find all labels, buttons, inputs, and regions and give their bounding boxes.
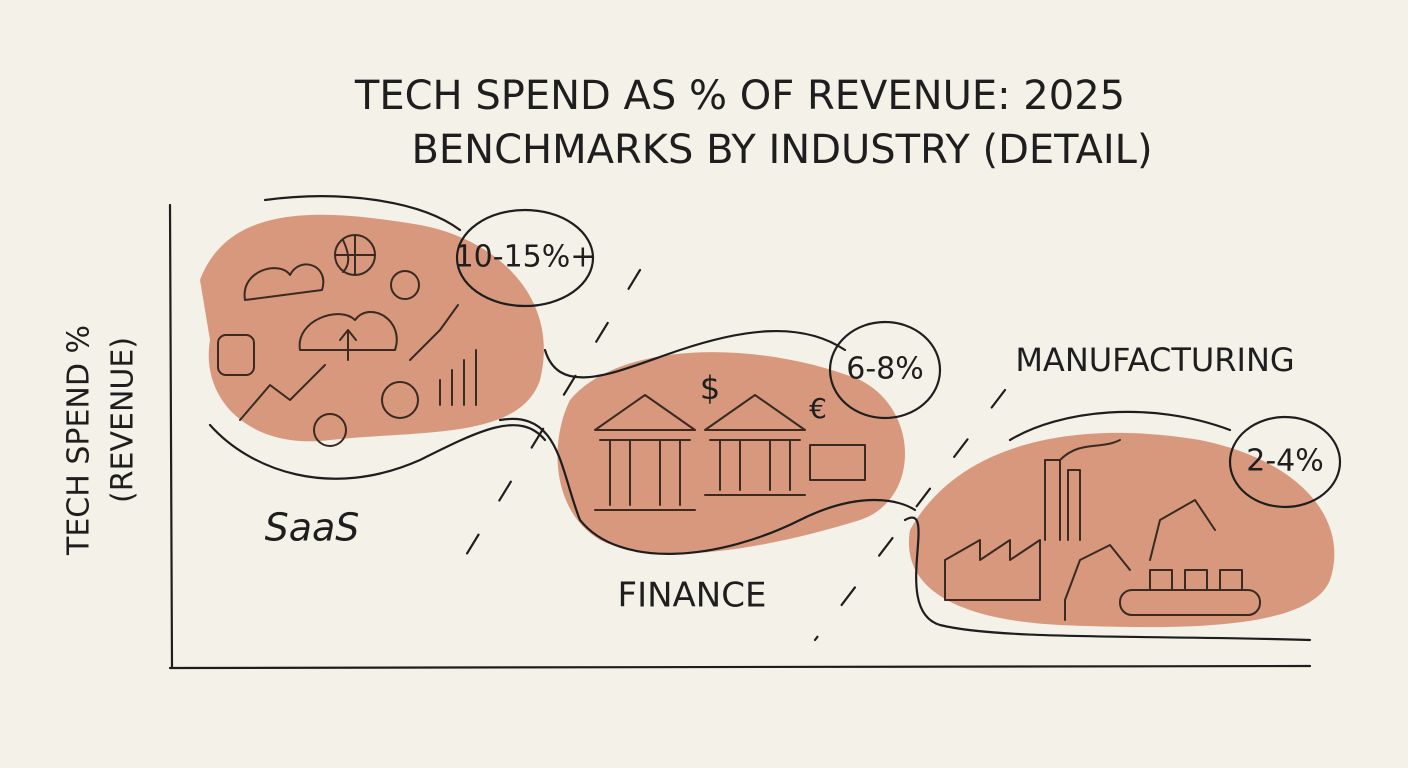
segment-label: FINANCE	[618, 576, 767, 616]
title-line2: BENCHMARKS BY INDUSTRY (DETAIL)	[411, 127, 1152, 173]
range-label: 10-15%+	[455, 240, 596, 275]
segment-label: SaaS	[265, 506, 360, 550]
saas-segment: 10-15%+ SaaS	[200, 195, 596, 550]
manufacturing-segment: 2-4% MANUFACTURING	[903, 341, 1342, 642]
y-axis-label-line2: (REVENUE)	[106, 337, 141, 503]
segment-label: MANUFACTURING	[1015, 341, 1294, 379]
trend-dashes	[458, 268, 1007, 642]
title-line1: TECH SPEND AS % OF REVENUE: 2025	[354, 73, 1125, 119]
range-label: 6-8%	[846, 352, 924, 387]
axes	[168, 203, 1312, 670]
dollar-icon: $	[700, 369, 720, 407]
range-label: 2-4%	[1246, 444, 1324, 479]
euro-icon: €	[809, 392, 827, 425]
range-bubble	[828, 320, 942, 420]
range-bubble	[455, 208, 595, 308]
y-axis-label-line1: TECH SPEND %	[62, 325, 97, 556]
finance-segment: $ € 6-8% FINANCE	[498, 320, 942, 616]
range-bubble	[1228, 415, 1342, 509]
